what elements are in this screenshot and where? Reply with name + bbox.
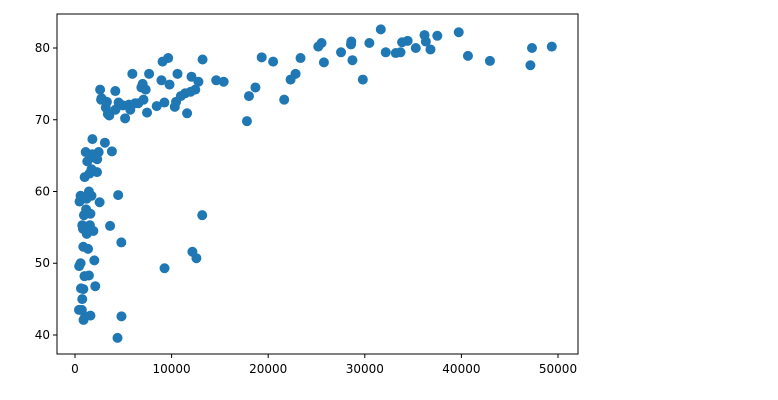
data-point — [81, 204, 92, 215]
data-point — [186, 71, 197, 82]
data-point — [75, 258, 86, 269]
y-tick-label: 50 — [35, 256, 50, 270]
data-point — [87, 134, 98, 145]
data-point — [357, 74, 368, 85]
data-point — [156, 75, 167, 86]
data-point — [95, 84, 106, 95]
data-point — [92, 154, 103, 165]
data-point — [142, 107, 153, 118]
data-point — [79, 271, 90, 282]
data-point — [546, 41, 557, 52]
x-tick-label: 10000 — [153, 362, 191, 376]
axes-frame — [56, 13, 579, 355]
data-point — [172, 68, 183, 79]
data-point — [96, 94, 107, 105]
x-tick-label: 40000 — [442, 362, 480, 376]
y-tick-label: 40 — [35, 328, 50, 342]
data-point — [116, 237, 127, 248]
data-point — [89, 255, 100, 266]
data-point — [187, 246, 198, 257]
data-point — [110, 86, 121, 97]
data-point — [88, 225, 99, 236]
data-point — [347, 55, 358, 66]
data-point — [182, 108, 193, 119]
data-point — [295, 53, 306, 64]
data-point — [144, 68, 155, 79]
data-point — [375, 24, 386, 35]
x-tick-label: 20000 — [249, 362, 287, 376]
data-point — [211, 75, 222, 86]
data-point — [256, 52, 267, 63]
data-point — [164, 79, 175, 90]
x-tick-label: 0 — [71, 362, 79, 376]
data-point — [84, 168, 95, 179]
data-point — [346, 36, 357, 47]
data-point — [432, 30, 443, 41]
data-point — [120, 113, 131, 124]
data-point — [74, 304, 85, 315]
data-point — [85, 310, 96, 321]
data-point — [105, 220, 116, 231]
data-point — [410, 43, 421, 54]
data-point — [453, 27, 464, 38]
data-point — [77, 220, 88, 231]
data-point — [83, 243, 94, 254]
data-point — [136, 82, 147, 93]
y-tick-label: 60 — [35, 184, 50, 198]
data-point — [157, 56, 168, 67]
data-point — [397, 37, 408, 48]
x-tick-label: 50000 — [539, 362, 577, 376]
data-point — [169, 101, 180, 112]
data-point — [268, 56, 279, 67]
data-point — [318, 57, 329, 68]
data-point — [364, 37, 375, 48]
data-point — [425, 44, 436, 55]
y-tick-label: 70 — [35, 113, 50, 127]
x-tick-label: 30000 — [346, 362, 384, 376]
data-point — [279, 94, 290, 105]
data-point — [94, 197, 105, 208]
data-point — [380, 47, 391, 58]
data-point — [90, 281, 101, 292]
data-point — [419, 30, 430, 41]
data-point — [112, 332, 123, 343]
data-point — [80, 147, 91, 158]
data-point — [159, 97, 170, 108]
data-point — [285, 74, 296, 85]
data-point — [159, 263, 170, 274]
data-point — [127, 68, 138, 79]
data-point — [102, 109, 113, 120]
data-point — [116, 311, 127, 322]
data-point — [336, 47, 347, 58]
data-point — [525, 60, 536, 71]
data-point — [526, 43, 537, 54]
data-point — [99, 137, 110, 148]
data-point — [106, 146, 117, 157]
data-point — [197, 54, 208, 65]
data-point — [193, 76, 204, 87]
data-point — [218, 76, 229, 87]
data-point — [243, 91, 254, 102]
data-point — [77, 294, 88, 305]
data-point — [151, 101, 162, 112]
data-point — [113, 190, 124, 201]
data-point — [313, 41, 324, 52]
data-point — [81, 193, 92, 204]
data-point — [82, 156, 93, 167]
data-point — [75, 283, 86, 294]
y-tick-label: 80 — [35, 41, 50, 55]
data-point — [462, 50, 473, 61]
data-point — [197, 210, 208, 221]
data-point — [241, 116, 252, 127]
data-point — [390, 48, 401, 59]
data-point — [250, 82, 261, 93]
data-point — [484, 55, 495, 66]
